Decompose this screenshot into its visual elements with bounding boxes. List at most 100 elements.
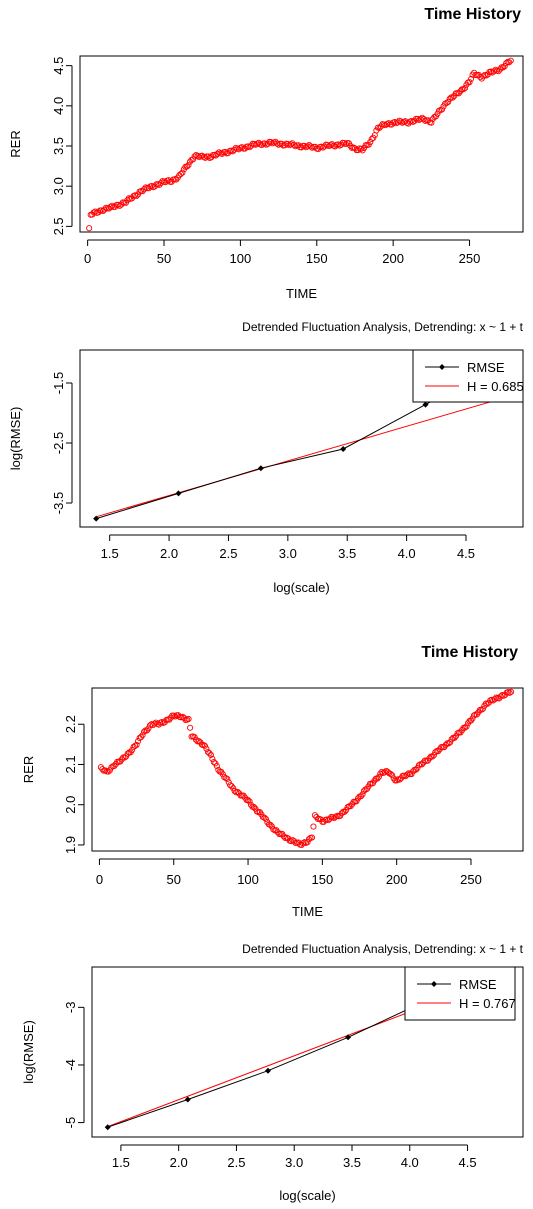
data-point — [185, 162, 192, 169]
data-point — [359, 791, 366, 798]
data-point — [428, 119, 435, 126]
legend-box — [412, 349, 524, 403]
data-point — [185, 715, 192, 723]
data-point — [107, 203, 114, 210]
chart-1: Time History 0 50 100 150 200 250 TIME 2.5 3.0 3.5… — [8, 6, 524, 301]
x-tick-label: 100 — [230, 251, 252, 266]
data-point — [310, 823, 317, 830]
y-axis-label: log(RMSE) — [21, 1020, 36, 1084]
data-point — [215, 149, 223, 156]
data-point — [224, 775, 231, 782]
data-point — [324, 142, 331, 149]
data-point — [483, 72, 490, 79]
data-point — [231, 146, 238, 153]
data-point — [286, 142, 293, 149]
data-point — [202, 154, 209, 161]
data-point — [268, 823, 275, 830]
data-point — [389, 772, 396, 779]
y-tick-label: 4.5 — [51, 57, 66, 75]
data-point — [451, 734, 458, 741]
rmse-point — [104, 1124, 111, 1131]
chart-3: Time History 0 50 100 150 200 250 TIME 1.9 2.0 2.1… — [21, 644, 524, 919]
data-point — [270, 826, 277, 833]
x-tick-label: 250 — [459, 251, 481, 266]
data-point — [116, 202, 123, 209]
data-point — [507, 57, 514, 64]
data-point — [301, 142, 308, 149]
data-point — [378, 768, 385, 775]
data-point — [491, 696, 498, 703]
data-point — [278, 140, 285, 147]
data-point — [151, 720, 158, 727]
data-point — [274, 140, 281, 147]
data-point — [508, 688, 515, 695]
data-point — [295, 142, 302, 149]
data-point — [354, 146, 362, 154]
data-point — [468, 75, 475, 83]
data-point — [351, 145, 359, 152]
data-point — [191, 153, 198, 160]
legend-fit-label: H = 0.767 — [459, 996, 516, 1011]
y-tick-label: 2.2 — [63, 715, 78, 733]
data-point — [429, 753, 436, 760]
data-point — [341, 808, 348, 815]
rmse-point — [345, 1034, 352, 1041]
data-point — [222, 774, 229, 782]
y-tick-label: -3 — [63, 1002, 78, 1014]
data-point — [375, 773, 382, 781]
data-point — [112, 203, 119, 210]
data-point — [156, 181, 163, 188]
data-point — [111, 762, 118, 770]
chart-title: Detrended Fluctuation Analysis, Detrendi… — [242, 320, 523, 334]
rmse-point — [264, 1067, 271, 1074]
x-tick-label: 4.5 — [457, 546, 475, 561]
chart-title: Detrended Fluctuation Analysis, Detrendi… — [242, 942, 523, 956]
data-point — [235, 146, 242, 153]
data-point — [469, 71, 476, 78]
data-point — [376, 124, 383, 132]
data-point — [501, 63, 508, 70]
x-tick-label: 50 — [157, 251, 171, 266]
x-tick-label: 2.0 — [170, 1155, 188, 1170]
chart-2: Detrended Fluctuation Analysis, Detrendi… — [8, 320, 524, 595]
y-tick-label: 3.0 — [51, 177, 66, 195]
data-point — [438, 106, 446, 113]
x-tick-label: 2.5 — [219, 546, 237, 561]
x-axis-label: TIME — [286, 286, 317, 301]
data-point — [196, 154, 203, 161]
data-point — [252, 141, 259, 148]
y-tick-label: -3.5 — [51, 492, 66, 514]
data-point — [165, 177, 172, 184]
data-point — [434, 110, 441, 117]
data-point — [367, 139, 374, 146]
x-tick-label: 1.5 — [112, 1155, 130, 1170]
x-tick-label: 50 — [167, 872, 181, 887]
x-tick-label: 1.5 — [101, 546, 119, 561]
data-point — [500, 64, 507, 71]
data-point — [192, 736, 200, 743]
y-axis-label: RER — [21, 756, 36, 783]
data-point — [419, 114, 426, 121]
data-point — [267, 139, 275, 146]
data-point — [457, 88, 464, 95]
data-point — [102, 767, 109, 774]
data-point — [490, 68, 498, 75]
x-tick-label: 3.0 — [279, 546, 297, 561]
data-point — [137, 734, 145, 741]
x-tick-label: 3.5 — [343, 1155, 361, 1170]
data-point — [246, 798, 253, 805]
x-tick-label: 4.5 — [458, 1155, 476, 1170]
y-tick-label: 3.5 — [51, 137, 66, 155]
data-point — [99, 208, 106, 215]
data-point — [479, 705, 486, 712]
data-point — [261, 814, 268, 821]
data-points — [97, 688, 515, 849]
y-tick-label: -5 — [63, 1117, 78, 1129]
data-point — [281, 142, 288, 149]
data-point — [396, 776, 403, 783]
data-point — [129, 746, 136, 754]
data-point — [258, 142, 265, 149]
legend: RMSE H = 0.685 — [412, 349, 524, 403]
data-point — [139, 732, 146, 739]
